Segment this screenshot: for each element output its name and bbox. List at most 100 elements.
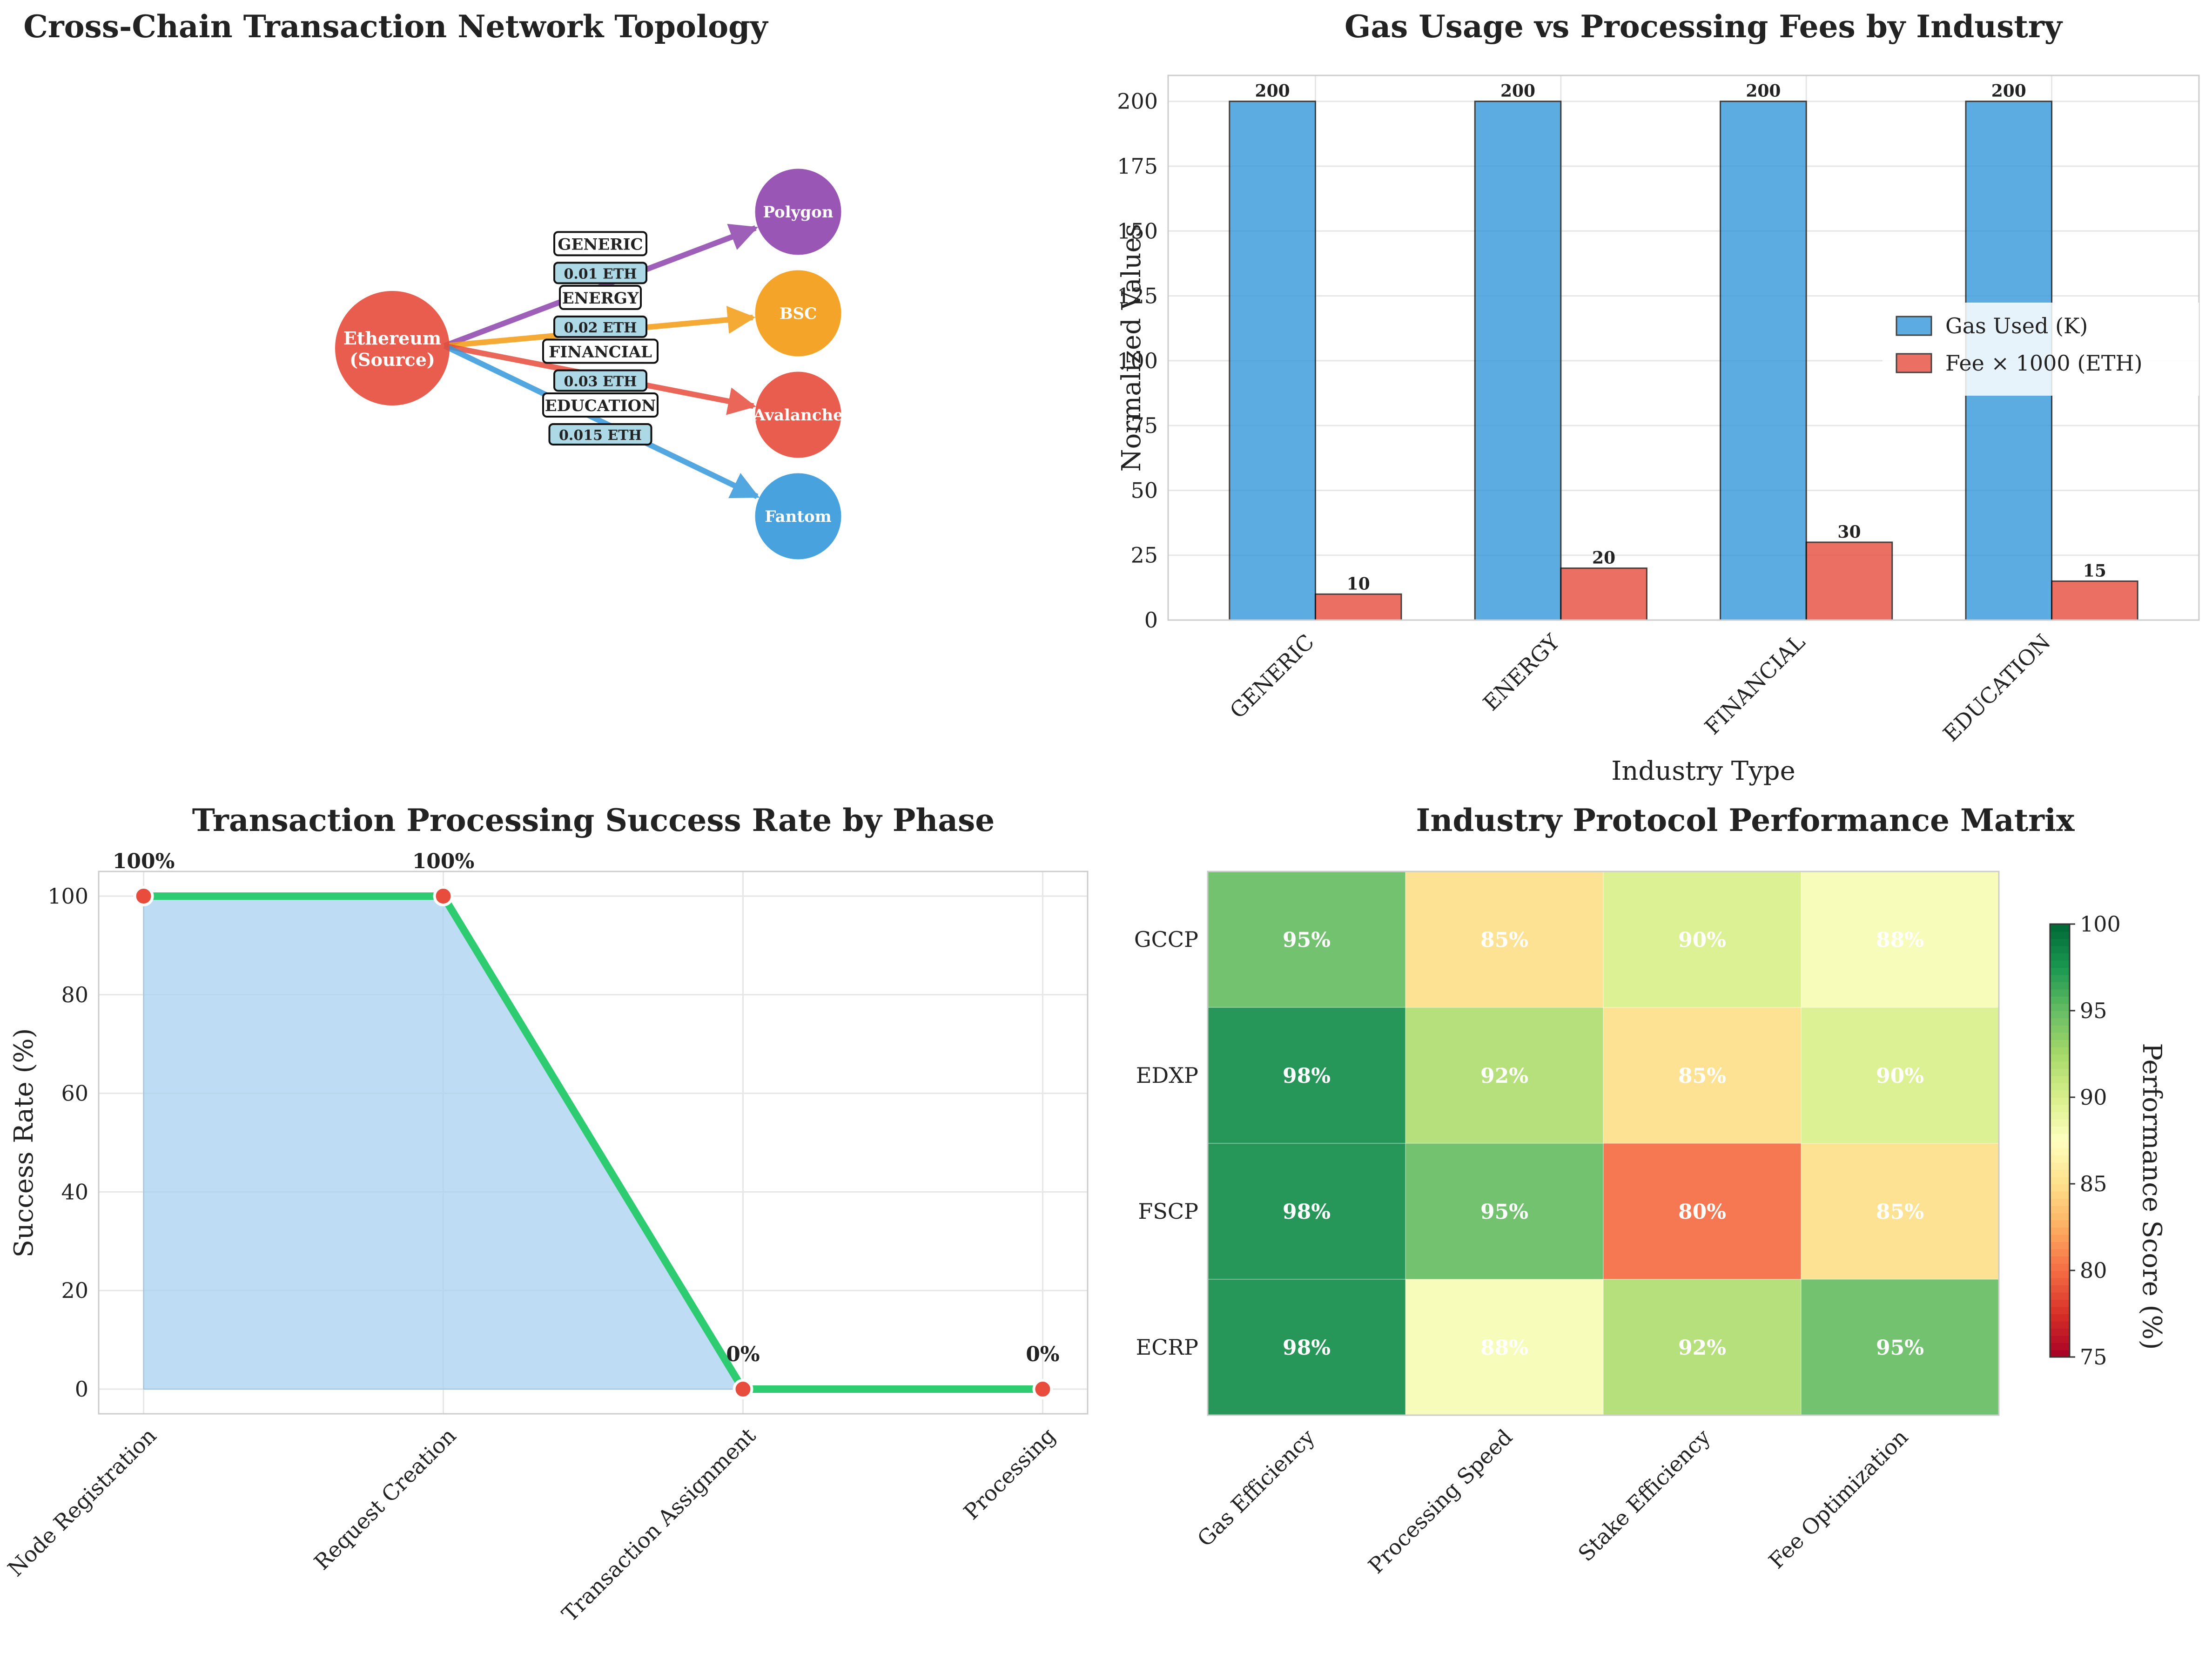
colorbar-tick: 90 [2080,1085,2107,1110]
bar-x-tick: ENERGY [1478,629,1565,716]
heatmap-cell-value: 95% [1480,1200,1528,1224]
heatmap-cell-gccp-processing-speed [1405,871,1603,1007]
colorbar-segment [2050,1075,2070,1083]
heatmap-cell-ecrp-gas-efficiency [1208,1279,1405,1415]
target-node-fantom: Fantom [755,473,841,560]
network-panel: Cross-Chain Transaction Network Topology… [23,8,843,560]
colorbar-segment [2050,1148,2070,1155]
success-value-label: 100% [113,850,175,873]
colorbar-segment [2050,1184,2070,1192]
heatmap-cell-value: 92% [1480,1064,1528,1088]
heatmap-cell-gccp-stake-efficiency [1603,871,1801,1007]
target-node-label: Polygon [763,203,833,222]
success-value-label: 0% [1026,1343,1059,1366]
bar-y-tick: 0 [1144,608,1158,633]
fee-label-text: 0.015 ETH [559,427,642,444]
target-node-bsc: BSC [755,270,841,357]
fee-label-polygon: 0.01 ETH [553,262,647,284]
colorbar-segment [2050,1328,2070,1336]
success-point [733,1379,753,1400]
colorbar-segment [2050,996,2070,1004]
colorbar-segment [2050,974,2070,982]
target-node-label: Fantom [765,507,831,526]
heatmap-cell-value: 85% [1876,1200,1924,1224]
line-x-tick: Request Creation [309,1423,461,1575]
bar-y-tick: 150 [1117,218,1158,243]
success-point [1032,1379,1053,1400]
fee-label-fantom: 0.015 ETH [548,423,652,446]
colorbar-segment [2050,1155,2070,1163]
bar-x-tick: GENERIC [1225,629,1319,723]
colorbar-segment [2050,931,2070,939]
bar-fee-1000-eth-generic [1314,593,1402,621]
bar-value-label: 200 [1500,81,1535,101]
line-y-tick: 0 [75,1377,88,1402]
colorbar-segment [2050,1054,2070,1062]
fee-label-box [553,369,647,392]
bar-value-label: 30 [1837,522,1861,542]
colorbar-segment [2050,1191,2070,1199]
bar-value-label: 15 [2083,561,2106,581]
edge-label-bsc: ENERGY [559,284,642,310]
heatmap-cell-value: 98% [1283,1336,1331,1360]
colorbar-segment [2050,1285,2070,1293]
heatmap-cell-value: 98% [1283,1064,1331,1088]
line-x-tick: Processing [959,1423,1060,1525]
heatmap-row-label: EDXP [1136,1063,1198,1088]
source-node-circle [335,291,450,405]
colorbar-segment [2050,1292,2070,1300]
edge-fantom [443,343,760,499]
colorbar-label: Performance Score (%) [2137,1043,2167,1350]
source-node-sublabel: (Source) [350,349,435,370]
heatmap-column-label: Stake Efficiency [1573,1424,1715,1566]
fee-label-box [548,423,652,446]
edge-label-text: FINANCIAL [549,343,652,361]
legend-swatch-fee-1000-eth [1896,353,1932,373]
colorbar-segment [2050,1112,2070,1120]
heatmap-cell-value: 80% [1678,1200,1726,1224]
edge-label-box [542,392,659,418]
edge-label-avalanche: FINANCIAL [542,338,659,364]
line-title: Transaction Processing Success Rate by P… [192,802,995,838]
heatmap-cell-edxp-stake-efficiency [1603,1007,1801,1143]
heatmap-cell-ecrp-processing-speed [1405,1279,1603,1415]
line-y-tick: 100 [47,884,88,909]
colorbar-segment [2050,1234,2070,1242]
bar-x-axis-label: Industry Type [1611,756,1795,786]
line-plot-frame [98,871,1089,1415]
bar-gas-used-k-generic [1229,101,1316,621]
colorbar-segment [2050,1018,2070,1026]
heatmap-panel: Industry Protocol Performance Matrix 95%… [1134,802,2167,1579]
colorbar-segment [2050,1126,2070,1134]
edge-label-text: EDUCATION [545,397,656,415]
bar-value-label: 200 [1255,81,1290,101]
colorbar: 75 80 85 90 95 100 [2049,911,2121,1370]
heatmap-cell-value: 90% [1678,928,1726,952]
heatmap-row-label: GCCP [1134,927,1198,952]
line-x-tick: Transaction Assignment [557,1423,761,1627]
colorbar-segment [2050,1141,2070,1148]
heatmap-cell-value: 85% [1678,1064,1726,1088]
heatmap-column-label: Fee Optimization [1764,1424,1913,1574]
colorbar-segment [2050,1068,2070,1076]
edge-label-box [553,231,647,257]
colorbar-segment [2050,1003,2070,1011]
line-y-tick: 80 [61,982,88,1007]
fee-label-text: 0.03 ETH [564,373,637,390]
target-node-circle [755,473,841,560]
colorbar-segment [2050,1314,2070,1322]
heatmap-cell-edxp-processing-speed [1405,1007,1603,1143]
colorbar-segment [2050,938,2070,946]
line-x-tick: Node Registration [3,1423,161,1581]
heatmap-frame [1207,871,2000,1416]
bar-fee-1000-eth-education [2051,580,2138,621]
bar-legend: Gas Used (K) Fee × 1000 (ETH) [1883,303,2199,396]
heatmap-cell-edxp-fee-optimization [1801,1007,1999,1143]
colorbar-segment [2050,1227,2070,1235]
heatmap-cell-ecrp-stake-efficiency [1603,1279,1801,1415]
heatmap-title: Industry Protocol Performance Matrix [1416,802,2075,838]
bar-y-tick: 125 [1117,284,1158,309]
target-node-label: BSC [780,304,817,323]
colorbar-segment [2050,1040,2070,1047]
legend-swatch-gas-used-k [1896,316,1932,336]
